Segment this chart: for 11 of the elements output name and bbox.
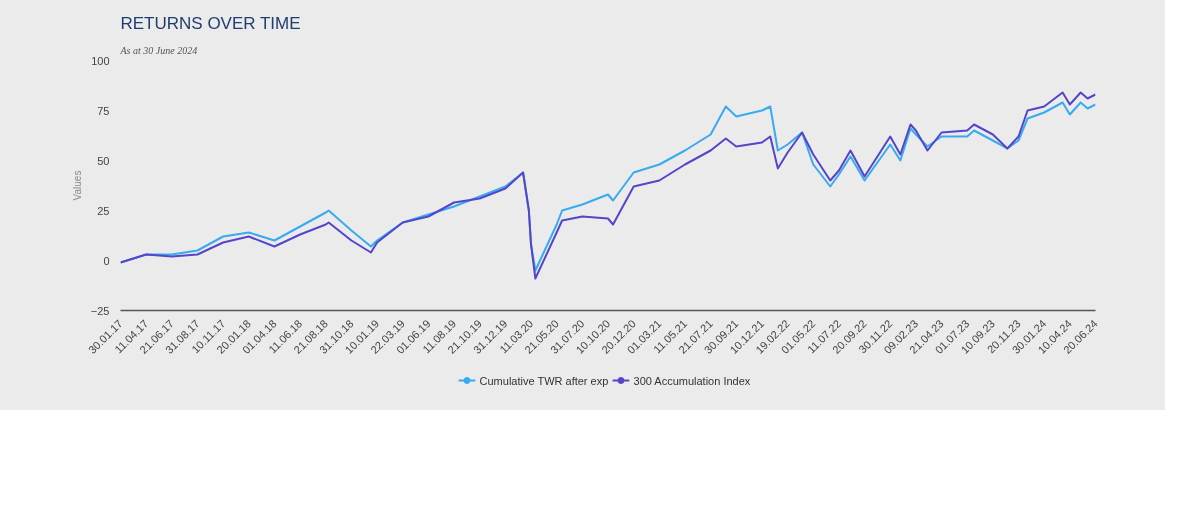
- legend-label: Cumulative TWR after exp: [479, 374, 609, 387]
- y-tick-label: −25: [90, 304, 110, 317]
- y-tick-label: 50: [97, 154, 110, 167]
- legend-label: 300 Accumulation Index: [633, 374, 751, 387]
- chart-title: RETURNS OVER TIME: [120, 13, 301, 33]
- y-tick-label: 75: [97, 104, 110, 117]
- chart-subtitle: As at 30 June 2024: [119, 44, 198, 56]
- y-tick-label: 100: [91, 54, 110, 67]
- y-tick-label: 0: [103, 254, 110, 267]
- y-tick-label: 25: [97, 204, 110, 217]
- y-axis-title: Values: [71, 170, 83, 201]
